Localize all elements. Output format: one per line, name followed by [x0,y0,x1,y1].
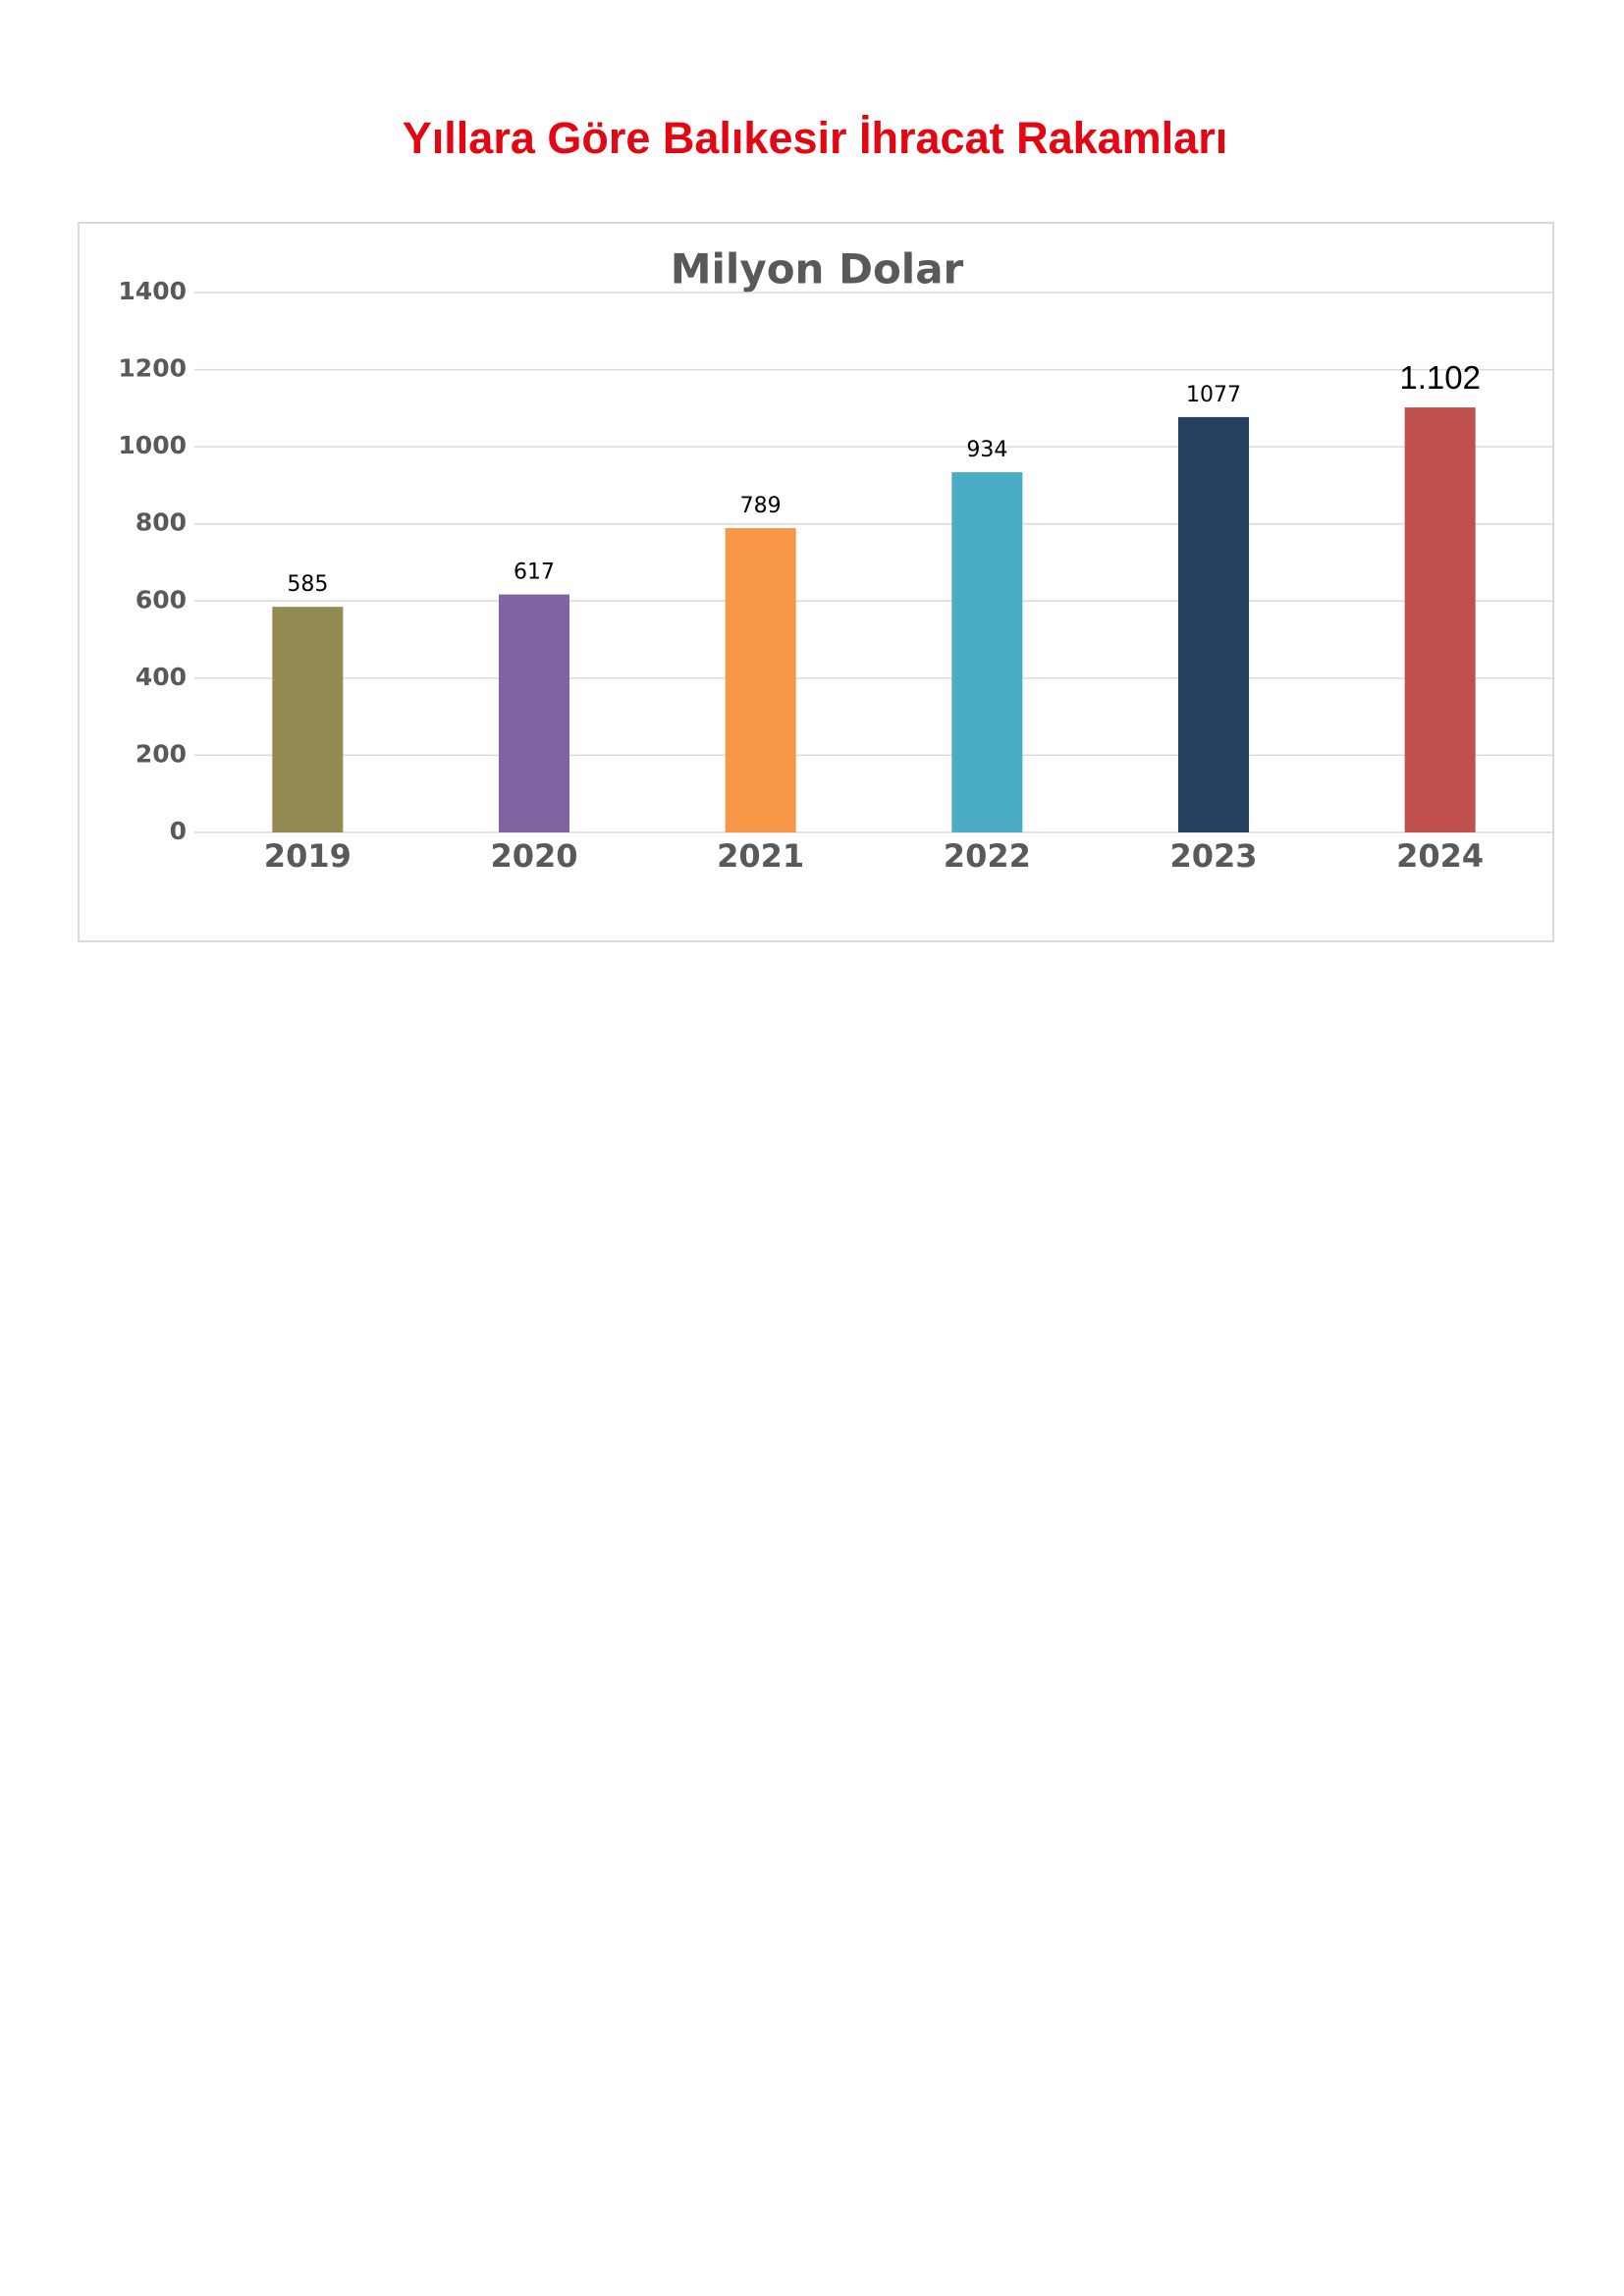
bar [1178,416,1249,832]
data-label: 585 [287,572,328,597]
y-tick-label: 1200 [118,354,187,383]
data-label: 617 [514,561,555,585]
y-tick-label: 800 [135,508,187,537]
x-tick-label: 2023 [1169,837,1257,875]
y-tick-label: 600 [135,585,187,614]
x-tick-label: 2020 [490,837,577,875]
bar [272,607,344,832]
data-label: 1077 [1186,383,1241,407]
data-label: 934 [966,438,1007,462]
bar [499,594,569,832]
chart-title: Milyon Dolar [671,245,964,294]
y-tick-label: 1400 [118,277,187,305]
page-title: Yıllara Göre Balıkesir İhracat Rakamları [403,113,1227,163]
bar [725,528,796,832]
plot: 0 200 400 600 800 1000 1200 1400 2019 585 2020 617 2… [118,277,1553,875]
y-tick-label: 200 [135,739,187,768]
x-tick-label: 2019 [264,837,352,875]
y-tick-label: 0 [170,817,187,845]
x-tick-label: 2022 [944,837,1031,875]
data-label: 1.102 [1399,359,1481,396]
y-tick-label: 400 [135,663,187,691]
data-label: 789 [740,494,782,518]
bar [951,472,1023,832]
x-tick-label: 2024 [1396,837,1484,875]
y-tick-label: 1000 [118,431,187,459]
x-tick-label: 2021 [717,837,804,875]
bar [1404,407,1476,832]
